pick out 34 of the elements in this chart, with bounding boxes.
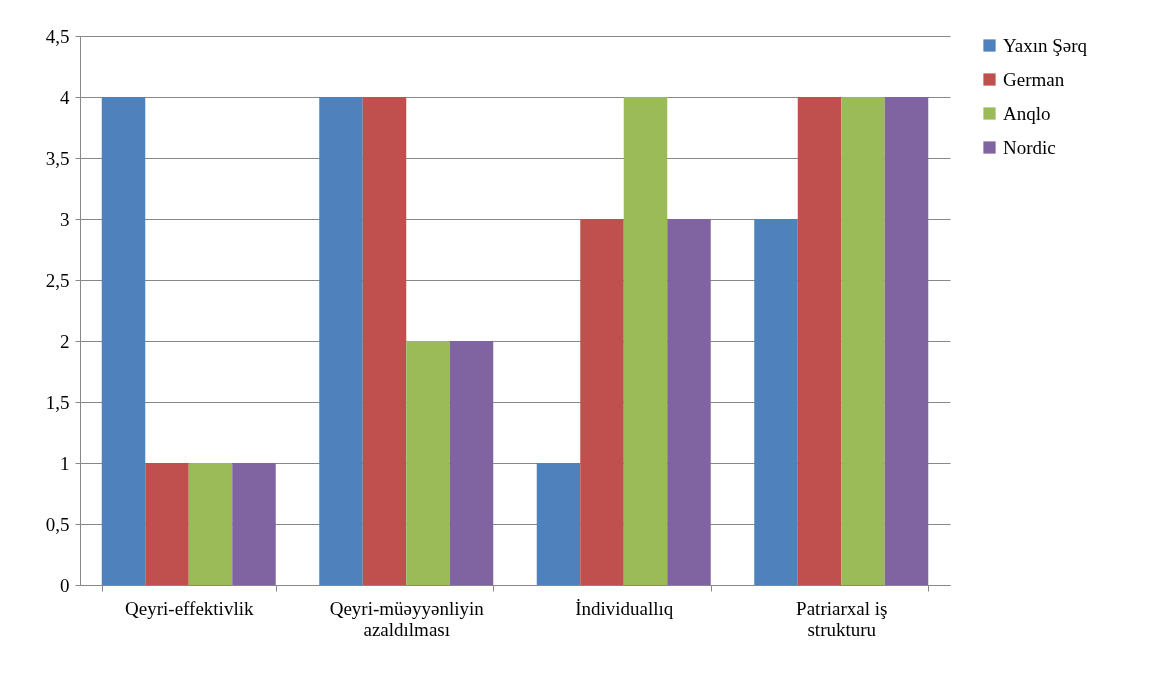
y-tick-label: 0 [60, 574, 70, 596]
y-tick-label: 1 [60, 452, 70, 474]
bar [406, 341, 450, 585]
bar [188, 463, 233, 585]
bar [580, 219, 624, 585]
bar [884, 97, 929, 585]
bar [101, 97, 146, 585]
y-tick-label: 1,5 [45, 391, 70, 413]
legend-label: Nordic [1003, 136, 1056, 158]
y-tick-label: 0,5 [45, 513, 70, 535]
x-tick-label: İndividuallıq [575, 597, 674, 619]
y-tick-label: 2 [60, 330, 70, 352]
bar [319, 97, 363, 585]
bar [145, 463, 189, 585]
legend-label: German [1003, 68, 1065, 90]
y-tick-label: 2,5 [45, 269, 70, 291]
y-tick-label: 4 [60, 86, 70, 108]
bar [754, 219, 798, 585]
bar [232, 463, 276, 585]
bar [667, 219, 711, 585]
bar [449, 341, 494, 585]
bar [536, 463, 581, 585]
y-tick-label: 3,5 [45, 147, 70, 169]
bar [797, 97, 842, 585]
x-tick-label: Patriarxal iş strukturu [796, 597, 888, 640]
bar [623, 97, 668, 585]
x-tick-label: Qeyri-effektivlik [125, 597, 254, 619]
y-tick-label: 4,5 [45, 25, 70, 47]
y-tick-label: 3 [60, 208, 70, 230]
bar [362, 97, 407, 585]
legend-label: Anqlo [1003, 102, 1051, 124]
bar [841, 97, 885, 585]
x-tick-label: Qeyri-müəyyənliyin azaldılması [329, 597, 485, 640]
legend-label: Yaxın Şərq [1003, 34, 1088, 56]
